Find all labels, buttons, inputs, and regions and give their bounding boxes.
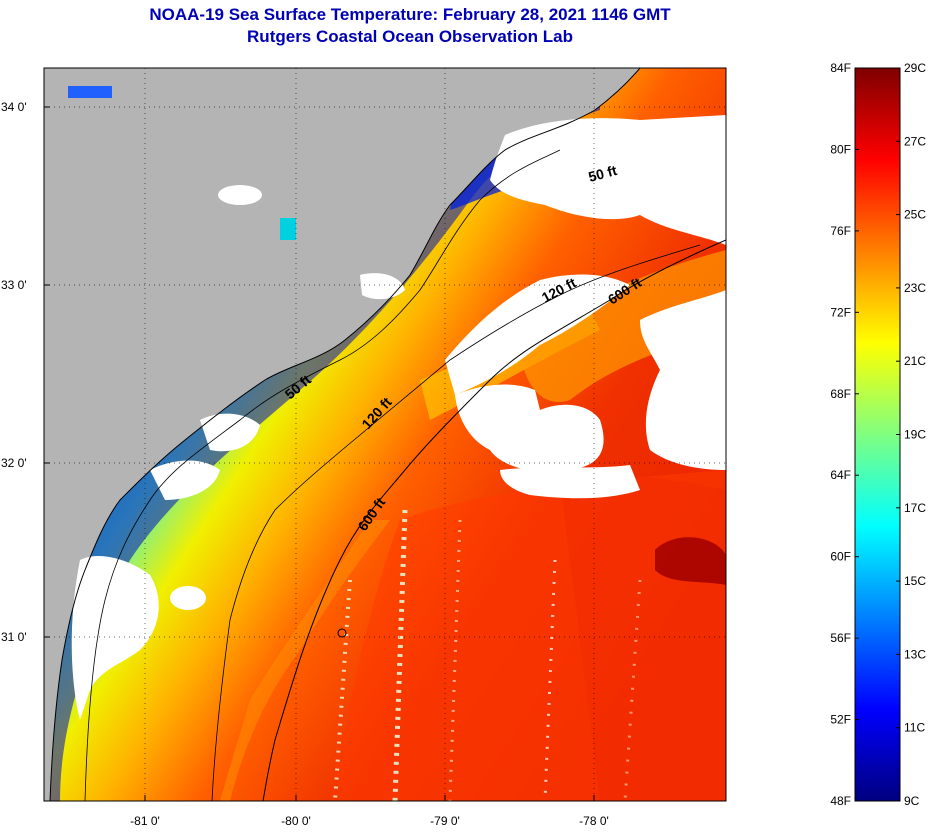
colorbar-gradient — [854, 67, 901, 802]
lat-label-31: 31 0' — [1, 630, 27, 644]
colorbar-label-f: 56F — [830, 631, 851, 645]
isobath-600ft-line — [262, 239, 726, 801]
cloud-south-central — [500, 465, 640, 499]
cloud-inland-speck — [218, 185, 262, 205]
colorbar-label-f: 52F — [830, 713, 851, 727]
colorbar-label-c: 19C — [904, 428, 926, 442]
cloud-streak-2 — [333, 579, 352, 801]
colorbar-label-f: 64F — [830, 468, 851, 482]
colorbar-label-c: 11C — [904, 721, 925, 735]
colorbar-label-c: 29C — [904, 61, 926, 75]
cloud-streak-3 — [448, 519, 462, 801]
inland-water-north — [68, 86, 112, 98]
colorbar-label-f: 84F — [830, 61, 851, 75]
inland-water-spot — [280, 218, 296, 240]
isobath-label-50ft-north: 50 ft — [587, 162, 619, 185]
colorbar-label-f: 80F — [830, 142, 851, 156]
warm-stream-core — [330, 470, 726, 801]
lon-label-80: -80 0' — [281, 814, 311, 828]
colorbar-label-f: 48F — [830, 794, 851, 808]
map-title: NOAA-19 Sea Surface Temperature: Februar… — [149, 5, 671, 24]
buoy-marker — [337, 628, 347, 638]
cloud-coastal-mid — [150, 460, 220, 500]
colorbar-label-f: 68F — [830, 387, 851, 401]
colorbar-label-c: 9C — [904, 794, 920, 808]
warm-hotspot — [655, 537, 726, 585]
cloud-northeast — [490, 115, 726, 245]
colorbar-label-c: 23C — [904, 281, 926, 295]
cloud-streak-1 — [392, 509, 408, 801]
cloud-coastal-south — [71, 555, 159, 720]
colorbar-label-f: 72F — [830, 305, 851, 319]
cloud-central — [455, 384, 604, 472]
colorbar-label-c: 25C — [904, 208, 926, 222]
map-subtitle: Rutgers Coastal Ocean Observation Lab — [247, 27, 573, 46]
lon-label-79: -79 0' — [430, 814, 460, 828]
colorbar-label-f: 76F — [830, 224, 851, 238]
cloud-north-33 — [360, 273, 405, 300]
cloud-shelf-east — [445, 274, 630, 395]
coastline — [49, 68, 641, 801]
isobath-120ft-line — [211, 244, 701, 801]
colorbar-label-c: 13C — [904, 647, 926, 661]
orange-shelf-edge — [220, 520, 390, 801]
colorbar-label-c: 17C — [904, 501, 926, 515]
map-frame — [43, 67, 727, 802]
cloud-coastal-sc — [200, 413, 260, 452]
colorbar-label-c: 21C — [904, 354, 926, 368]
cloud-east-edge — [640, 290, 726, 470]
orange-northeast — [520, 250, 726, 402]
colorbar-label-c: 27C — [904, 134, 926, 148]
lat-label-33: 33 0' — [1, 278, 27, 292]
lon-label-78: -78 0' — [579, 814, 609, 828]
lon-label-81: -81 0' — [130, 814, 160, 828]
cloud-offshore-spot — [170, 586, 206, 610]
lat-label-32: 32 0' — [1, 456, 27, 470]
colorbar-label-c: 15C — [904, 574, 926, 588]
land-mass — [44, 68, 640, 801]
colorbar-label-f: 60F — [830, 550, 851, 564]
cloud-streak-5 — [623, 579, 642, 801]
lat-label-34: 34 0' — [1, 100, 27, 114]
isobath-50ft-line — [84, 149, 561, 801]
